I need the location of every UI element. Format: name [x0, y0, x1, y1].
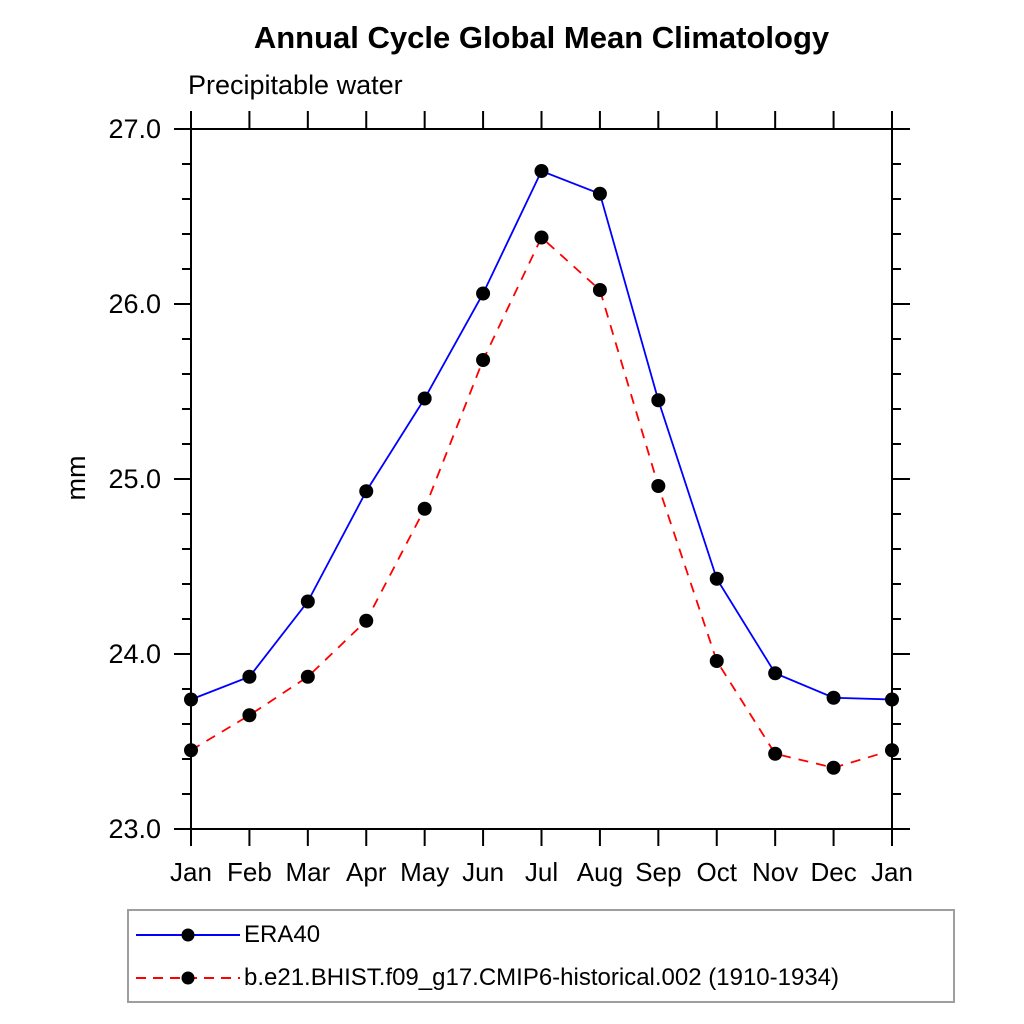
data-point-marker	[242, 708, 257, 723]
y-tick-label: 27.0	[108, 114, 161, 144]
data-point-marker	[885, 692, 899, 707]
data-point-marker	[300, 594, 315, 609]
legend-entry-cmip6: b.e21.BHIST.f09_g17.CMIP6-historical.002…	[132, 956, 953, 999]
series-line-era40	[190, 169, 893, 701]
x-tick-label: Aug	[577, 857, 623, 887]
x-tick-label: Jan	[170, 857, 212, 887]
data-point-marker	[476, 286, 491, 301]
data-point-marker	[242, 669, 257, 684]
legend-line-sample-dashed	[136, 971, 240, 984]
legend-marker-dot-icon	[181, 928, 195, 941]
y-tick-label: 25.0	[108, 464, 161, 494]
x-tick-label: Jun	[462, 857, 504, 887]
data-point-marker	[476, 353, 491, 367]
data-point-marker	[359, 613, 374, 628]
data-point-marker	[768, 746, 783, 761]
data-point-marker	[534, 230, 549, 245]
legend-label-era40: ERA40	[244, 920, 321, 948]
x-tick-label: Apr	[346, 857, 387, 887]
series-line-cmip6	[190, 236, 893, 769]
data-point-marker	[768, 666, 783, 681]
x-tick-label: Dec	[810, 857, 856, 887]
data-point-marker	[359, 484, 374, 499]
chart-title: Annual Cycle Global Mean Climatology	[253, 20, 830, 55]
y-tick-label: 23.0	[108, 814, 161, 844]
x-tick-label: Jul	[525, 857, 558, 887]
data-point-marker	[592, 186, 607, 201]
y-tick-label: 24.0	[108, 639, 161, 669]
x-tick-label: Sep	[635, 857, 681, 887]
x-tick-label: Oct	[697, 857, 738, 887]
x-tick-label: Jan	[871, 857, 913, 887]
data-point-marker	[826, 760, 841, 775]
data-point-marker	[417, 391, 432, 406]
legend-entry-era40: ERA40	[132, 913, 953, 956]
x-tick-label: May	[400, 857, 449, 887]
legend-line-sample-solid	[136, 928, 240, 941]
legend-label-cmip6: b.e21.BHIST.f09_g17.CMIP6-historical.002…	[244, 963, 840, 991]
legend: ERA40 b.e21.BHIST.f09_g17.CMIP6-historic…	[127, 909, 955, 1003]
data-point-marker	[417, 501, 432, 516]
data-point-marker	[651, 393, 666, 408]
data-point-marker	[534, 164, 549, 178]
x-tick-label: Nov	[752, 857, 798, 887]
legend-marker-dot-icon	[181, 971, 195, 984]
data-point-marker	[651, 479, 666, 493]
data-point-marker	[184, 692, 198, 707]
x-tick-label: Feb	[227, 857, 272, 887]
data-point-marker	[709, 571, 724, 586]
chart-subtitle: Precipitable water	[188, 70, 403, 100]
data-point-marker	[885, 743, 899, 758]
data-point-marker	[826, 690, 841, 705]
data-point-marker	[592, 283, 607, 297]
x-tick-label: Mar	[285, 857, 330, 887]
data-point-marker	[300, 669, 315, 684]
data-point-marker	[184, 743, 198, 758]
y-tick-label: 26.0	[108, 289, 161, 319]
y-axis-label: mm	[61, 456, 91, 501]
data-point-marker	[709, 654, 724, 668]
